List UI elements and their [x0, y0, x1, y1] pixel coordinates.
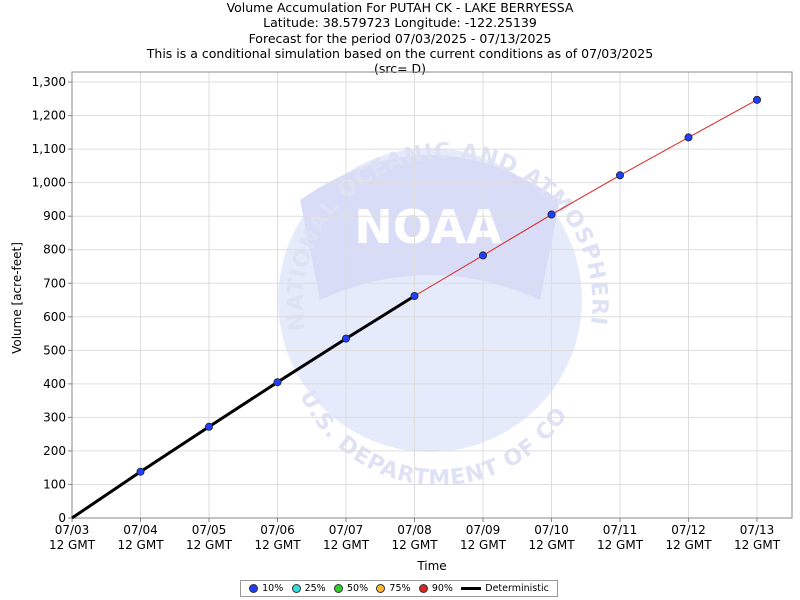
- y-tick-label: 700: [43, 276, 66, 290]
- x-tick-label: 07/03: [55, 523, 90, 537]
- legend-item: 10%: [249, 583, 283, 594]
- y-tick-label: 300: [43, 410, 66, 424]
- x-axis-label: Time: [416, 559, 446, 573]
- data-point-marker: [273, 378, 282, 387]
- legend-dot-swatch: [376, 584, 386, 593]
- y-tick-label: 100: [43, 477, 66, 491]
- data-point-marker: [478, 251, 487, 260]
- y-tick-label: 500: [43, 343, 66, 357]
- x-tick-label-time: 12 GMT: [49, 538, 96, 552]
- data-point-marker: [341, 334, 350, 343]
- x-tick-label-time: 12 GMT: [597, 538, 644, 552]
- legend-item: 90%: [418, 583, 453, 594]
- chart-axes: [71, 71, 793, 519]
- legend-dot-swatch: [249, 584, 259, 593]
- legend-dot-swatch: [418, 584, 428, 593]
- x-tick-label-time: 12 GMT: [391, 538, 438, 552]
- x-tick-label: 07/08: [397, 523, 432, 537]
- y-tick-label: 200: [43, 444, 66, 458]
- chart-location: Latitude: 38.579723 Longitude: -122.2513…: [263, 15, 537, 31]
- data-point-marker: [684, 133, 693, 142]
- y-tick-label: 800: [43, 243, 66, 257]
- data-point-marker: [547, 210, 556, 219]
- legend-label: 75%: [389, 583, 411, 594]
- legend-line-swatch: [461, 587, 482, 590]
- chart-markers: [136, 95, 762, 476]
- deterministic-series-line: [71, 294, 416, 520]
- legend-label: Deterministic: [485, 583, 549, 594]
- x-tick-label-time: 12 GMT: [323, 538, 370, 552]
- y-tick-label: 1,300: [32, 75, 66, 89]
- x-tick-label-time: 12 GMT: [665, 538, 712, 552]
- y-tick-label: 0: [58, 511, 66, 525]
- legend-item: 25%: [291, 583, 326, 594]
- data-point-marker: [204, 422, 213, 431]
- chart-period: Forecast for the period 07/03/2025 - 07/…: [248, 30, 552, 46]
- x-tick-label: 07/09: [466, 523, 501, 537]
- chart-title: Volume Accumulation For PUTAH CK - LAKE …: [226, 0, 574, 15]
- legend-dot-swatch: [291, 584, 301, 593]
- x-tick-label-time: 12 GMT: [460, 538, 507, 552]
- plot-frame: [71, 71, 793, 519]
- legend-item: 75%: [376, 583, 411, 594]
- data-point-marker: [410, 292, 419, 301]
- chart-series-lines: [71, 99, 758, 520]
- chart-titles: Volume Accumulation For PUTAH CK - LAKE …: [0, 0, 800, 76]
- y-tick-label: 1,200: [32, 109, 66, 123]
- chart-legend: 10% 25% 50% 75% 90% Deterministic: [240, 580, 558, 597]
- y-tick-label: 1,100: [32, 142, 66, 156]
- legend-item: 50%: [333, 583, 369, 594]
- y-axis-ticks: 0 100 200 300 400 500 600 700 800 900 1,000 1,100 1,…: [32, 75, 72, 525]
- x-tick-label-time: 12 GMT: [254, 538, 301, 552]
- x-tick-label-time: 12 GMT: [734, 538, 781, 552]
- legend-label: 25%: [304, 583, 326, 594]
- x-tick-label: 07/04: [123, 523, 158, 537]
- legend-item: Deterministic: [461, 583, 549, 594]
- y-tick-label: 900: [43, 209, 66, 223]
- x-tick-label: 07/11: [603, 523, 638, 537]
- watermark-logo-text: NOAA: [354, 200, 502, 254]
- percentile-series-line: [414, 99, 758, 297]
- chart-grid: [72, 72, 792, 518]
- x-tick-label: 07/10: [534, 523, 569, 537]
- data-point-marker: [753, 95, 762, 104]
- x-tick-label-time: 12 GMT: [528, 538, 575, 552]
- x-tick-label: 07/12: [671, 523, 706, 537]
- data-point-marker: [136, 467, 145, 476]
- legend-dot-swatch: [333, 584, 343, 593]
- data-point-marker: [616, 171, 625, 180]
- y-tick-label: 600: [43, 310, 66, 324]
- legend-label: 50%: [346, 583, 369, 594]
- x-tick-label: 07/06: [260, 523, 295, 537]
- y-axis-label: Volume [acre-feet]: [10, 242, 24, 354]
- y-tick-label: 1,000: [32, 176, 66, 190]
- x-tick-label: 07/07: [329, 523, 364, 537]
- x-tick-label: 07/05: [192, 523, 227, 537]
- x-tick-label: 07/13: [740, 523, 775, 537]
- x-tick-label-time: 12 GMT: [117, 538, 164, 552]
- y-tick-label: 400: [43, 377, 66, 391]
- chart-condition-note: This is a conditional simulation based o…: [146, 45, 654, 61]
- x-tick-label-time: 12 GMT: [186, 538, 233, 552]
- legend-label: 90%: [431, 583, 453, 594]
- legend-label: 10%: [262, 583, 284, 594]
